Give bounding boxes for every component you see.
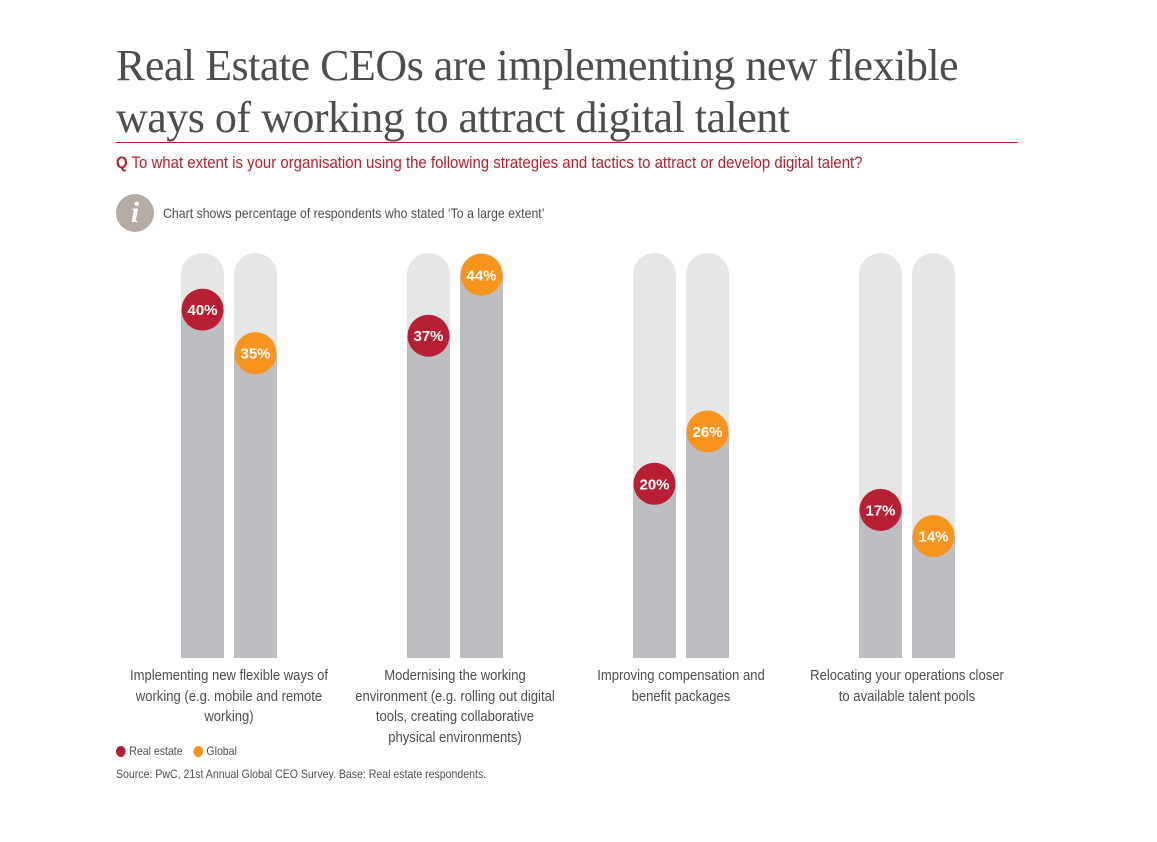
value-marker xyxy=(686,410,729,453)
value-marker xyxy=(859,488,902,531)
value-marker xyxy=(633,462,676,505)
data-label: 14% xyxy=(918,529,948,546)
bar-real-estate-3 xyxy=(859,509,902,658)
legend-dot-global xyxy=(193,745,203,757)
category-label: Implementing new flexible ways of workin… xyxy=(129,668,329,725)
data-label: 44% xyxy=(466,267,496,284)
bar-global-2 xyxy=(686,431,729,658)
bar-global-1 xyxy=(460,274,503,658)
title-divider xyxy=(116,142,1018,143)
bar-real-estate-0 xyxy=(181,309,224,658)
bar-global-0 xyxy=(234,353,277,658)
data-label: 20% xyxy=(639,476,669,493)
category-label: Modernising the working environment (e.g… xyxy=(355,668,555,746)
bar-real-estate-2 xyxy=(633,483,676,658)
info-text: Chart shows percentage of respondents wh… xyxy=(163,205,545,221)
question: Q To what extent is your organisation us… xyxy=(116,153,863,173)
info-icon: i xyxy=(116,194,154,232)
value-marker xyxy=(912,515,955,558)
value-marker xyxy=(181,288,224,331)
value-marker xyxy=(460,253,503,296)
question-prefix: Q xyxy=(116,153,128,172)
data-label: 17% xyxy=(865,502,895,519)
category-label: Relocating your operations closer to ava… xyxy=(810,668,1004,705)
legend: Real estate Global xyxy=(116,744,237,758)
page-title: Real Estate CEOs are implementing new fl… xyxy=(116,41,959,142)
value-marker xyxy=(234,332,277,375)
bar-real-estate-1 xyxy=(407,335,450,658)
data-label: 26% xyxy=(692,424,722,441)
data-label: 35% xyxy=(240,346,270,363)
data-label: 37% xyxy=(413,328,443,345)
legend-label-real-estate: Real estate xyxy=(129,744,183,758)
question-text: To what extent is your organisation usin… xyxy=(131,153,863,172)
source-note: Source: PwC, 21st Annual Global CEO Surv… xyxy=(116,767,487,781)
legend-dot-real-estate xyxy=(116,745,126,757)
value-marker xyxy=(407,314,450,357)
data-label: 40% xyxy=(187,302,217,319)
legend-label-global: Global xyxy=(206,744,237,758)
category-label: Improving compensation and benefit packa… xyxy=(597,668,765,705)
